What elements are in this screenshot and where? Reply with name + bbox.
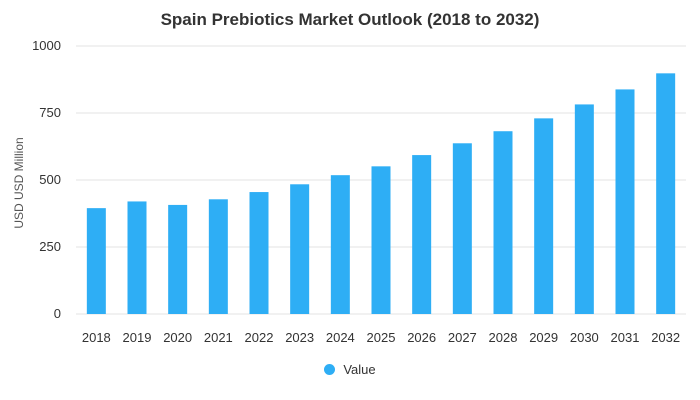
x-tick-label: 2026 bbox=[407, 330, 436, 345]
x-tick-label: 2023 bbox=[285, 330, 314, 345]
legend-marker-value bbox=[324, 364, 336, 375]
x-tick-label: 2029 bbox=[529, 330, 558, 345]
bar-2030[interactable] bbox=[574, 104, 594, 314]
x-tick-label: 2032 bbox=[651, 330, 680, 345]
bar-2021[interactable] bbox=[208, 199, 228, 314]
y-tick-label: 1000 bbox=[32, 38, 61, 53]
bar-2019[interactable] bbox=[127, 201, 147, 314]
x-tick-label: 2019 bbox=[123, 330, 152, 345]
y-tick-label: 500 bbox=[39, 172, 61, 187]
x-tick-label: 2030 bbox=[570, 330, 599, 345]
x-tick-label: 2024 bbox=[326, 330, 355, 345]
bar-2029[interactable] bbox=[534, 118, 554, 314]
x-tick-label: 2021 bbox=[204, 330, 233, 345]
y-tick-label: 750 bbox=[39, 105, 61, 120]
x-tick-label: 2028 bbox=[489, 330, 518, 345]
x-tick-label: 2031 bbox=[611, 330, 640, 345]
legend[interactable]: Value bbox=[0, 362, 700, 377]
bar-2023[interactable] bbox=[290, 184, 310, 314]
x-tick-label: 2022 bbox=[245, 330, 274, 345]
x-tick-label: 2025 bbox=[367, 330, 396, 345]
bar-2028[interactable] bbox=[493, 131, 513, 314]
bar-2018[interactable] bbox=[86, 208, 106, 314]
bar-2026[interactable] bbox=[412, 155, 432, 314]
x-tick-label: 2018 bbox=[82, 330, 111, 345]
bar-2022[interactable] bbox=[249, 192, 269, 314]
y-tick-label: 0 bbox=[54, 306, 61, 321]
chart-title: Spain Prebiotics Market Outlook (2018 to… bbox=[160, 10, 540, 29]
bar-2020[interactable] bbox=[168, 204, 188, 314]
x-tick-label: 2020 bbox=[163, 330, 192, 345]
bar-2025[interactable] bbox=[371, 166, 391, 314]
x-tick-label: 2027 bbox=[448, 330, 477, 345]
bar-2031[interactable] bbox=[615, 89, 635, 314]
bar-2032[interactable] bbox=[656, 73, 676, 314]
y-tick-label: 250 bbox=[39, 239, 61, 254]
bar-2027[interactable] bbox=[452, 143, 472, 314]
bar-2024[interactable] bbox=[330, 175, 350, 314]
legend-label-value: Value bbox=[343, 362, 376, 377]
